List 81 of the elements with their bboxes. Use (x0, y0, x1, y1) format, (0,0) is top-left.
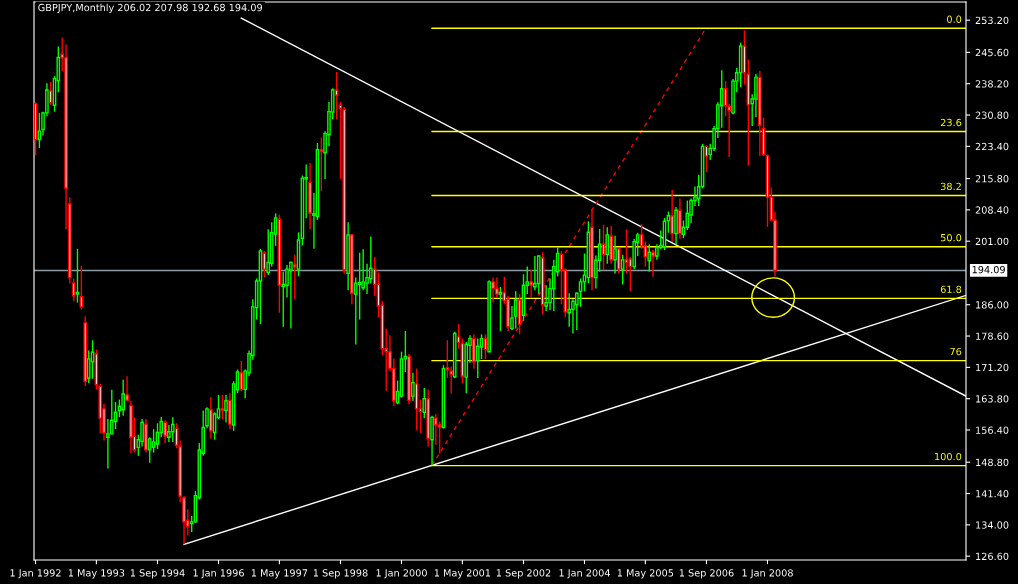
ref-line-label: 194.09 (972, 265, 1005, 274)
candlestick (674, 206, 678, 246)
candlestick (498, 286, 503, 332)
candlestick (75, 248, 80, 304)
y-tick-label: 238.20 (975, 80, 1009, 88)
y-tick-label: 230.80 (975, 111, 1009, 119)
y-tick-label: 141.40 (976, 490, 1009, 498)
candlestick (106, 418, 110, 470)
x-tick-label: 1 May 1997 (251, 569, 308, 579)
candlestick (79, 265, 84, 311)
y-tick-label: 171.20 (976, 363, 1009, 372)
chart-title: GBPJPY,Monthly 206.02 207.98 192.68 194.09 (38, 3, 263, 14)
candlestick (533, 255, 537, 292)
candlestick (647, 243, 652, 273)
candlestick (430, 414, 434, 466)
x-tick-label: 1 Jan 2008 (742, 569, 793, 579)
y-tick-label: 201.00 (975, 237, 1009, 246)
candlestick (209, 396, 213, 440)
candlestick (678, 197, 682, 240)
x-tick-label: 1 May 2005 (617, 569, 674, 579)
x-tick-label: 1 Jan 1992 (10, 569, 61, 579)
candlestick (289, 260, 293, 330)
candlestick (239, 360, 244, 393)
series-label: 100.0 (935, 452, 962, 461)
candlestick (651, 249, 655, 278)
x-tick-label: 1 Sep 1998 (313, 569, 368, 579)
candlestick (121, 378, 126, 417)
y-tick-label: 163.80 (976, 395, 1009, 403)
series-label: 23.6 (940, 118, 962, 127)
y-tick-label: 156.40 (976, 426, 1009, 434)
series-label: 50.0 (940, 234, 962, 242)
y-tick-label: 215.80 (975, 175, 1009, 183)
candlestick (624, 228, 629, 275)
candlestick (613, 235, 617, 275)
series-label: 38.2 (940, 182, 961, 191)
x-tick-label: 1 Sep 2006 (679, 569, 734, 579)
x-tick-label: 1 May 2001 (434, 569, 491, 579)
series-label: 76 (950, 347, 962, 356)
candlestick (220, 394, 225, 420)
candlestick (90, 339, 95, 380)
candlestick (609, 225, 613, 265)
x-tick-label: 1 Jan 1996 (193, 569, 244, 579)
candlestick (670, 189, 674, 243)
x-tick-label: 1 Sep 1994 (130, 569, 185, 579)
candlestick (620, 254, 625, 286)
candlestick (319, 136, 324, 192)
candlestick (445, 339, 450, 379)
y-tick-label: 245.60 (975, 48, 1009, 57)
candlestick (163, 419, 167, 444)
candlestick (334, 71, 339, 120)
x-tick-label: 1 Jan 2004 (559, 569, 610, 579)
candlestick (228, 392, 232, 430)
y-tick-label: 126.60 (976, 552, 1009, 561)
candlestick (529, 269, 533, 299)
candlestick (601, 223, 606, 271)
y-tick-label: 223.40 (975, 142, 1009, 151)
candlestick (292, 254, 297, 300)
y-tick-label: 148.80 (976, 458, 1009, 467)
candlestick (357, 251, 362, 321)
candlestick (151, 428, 156, 454)
candlestick (411, 372, 415, 402)
candlestick (475, 337, 480, 379)
y-tick-label: 253.20 (975, 16, 1009, 25)
candlestick (616, 246, 621, 275)
x-tick-label: 1 Sep 2002 (496, 569, 551, 579)
candlestick (513, 290, 518, 330)
candlestick (125, 375, 129, 402)
y-tick-label: 178.60 (976, 332, 1009, 340)
x-tick-label: 1 Jan 2000 (376, 569, 427, 579)
y-tick-label: 208.40 (975, 206, 1009, 214)
candlestick (472, 333, 476, 370)
candlestick (456, 323, 461, 350)
x-tick-label: 1 May 1993 (68, 569, 125, 579)
candlestick (422, 387, 427, 419)
y-tick-label: 186.00 (976, 301, 1009, 309)
candlestick (495, 276, 499, 299)
series-label: 61.8 (940, 285, 962, 293)
series-label: 0.0 (947, 15, 962, 23)
y-tick-label: 134.00 (976, 521, 1009, 529)
candlestick (491, 276, 495, 304)
candlestick (224, 394, 228, 424)
